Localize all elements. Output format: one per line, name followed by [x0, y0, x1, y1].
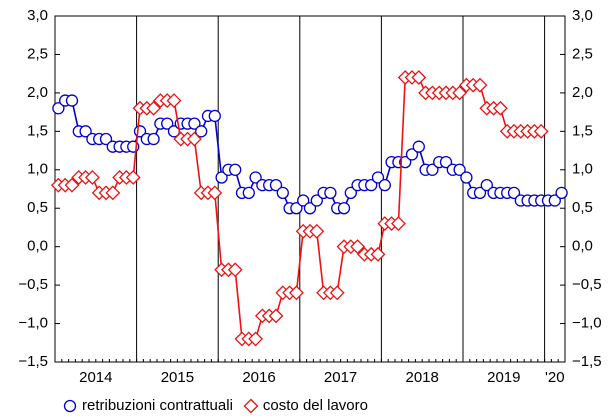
point: [64, 177, 80, 193]
y-tick-label: 2,0: [27, 84, 48, 101]
point: [460, 171, 473, 184]
point: [390, 216, 406, 232]
point: [227, 262, 243, 278]
x-tick-label: '20: [545, 369, 565, 386]
x-tick-label: 2015: [161, 369, 194, 386]
y-tick-label: −0,5: [18, 276, 48, 293]
y-tick-label: 1,5: [27, 122, 48, 139]
point: [195, 125, 208, 138]
point: [472, 77, 488, 93]
point: [370, 246, 386, 262]
y2-tick-label: −0,5: [572, 276, 602, 293]
x-tick-label: 2017: [324, 369, 357, 386]
point: [297, 194, 310, 207]
point: [52, 102, 65, 115]
point: [229, 163, 242, 176]
point: [548, 194, 561, 207]
point: [310, 194, 323, 207]
point: [309, 223, 325, 239]
point: [452, 85, 468, 101]
series-line: [57, 99, 563, 210]
point: [337, 202, 351, 215]
point: [186, 131, 202, 147]
point: [99, 132, 113, 146]
y2-tick-label: 2,5: [572, 45, 593, 62]
point: [208, 109, 221, 123]
y-tick-label: 0,0: [27, 238, 48, 255]
point: [378, 179, 391, 192]
point: [426, 163, 439, 176]
point: [453, 163, 466, 176]
y2-tick-label: 0,0: [572, 238, 593, 255]
y-tick-label: −1,5: [18, 353, 48, 370]
y2-tick-label: 3,0: [572, 7, 593, 24]
point: [371, 171, 385, 184]
y-tick-label: −1,0: [18, 315, 48, 332]
point: [146, 100, 162, 116]
point: [65, 94, 79, 107]
legend-label: retribuzioni contrattuali: [82, 397, 233, 414]
legend-marker: [243, 398, 259, 414]
point: [147, 132, 160, 146]
point: [405, 148, 419, 161]
point: [269, 179, 283, 192]
point: [268, 308, 284, 324]
y2-tick-label: 1,5: [572, 122, 593, 139]
point: [188, 117, 201, 130]
point: [439, 155, 453, 169]
y2-tick-label: 2,0: [572, 84, 593, 101]
legend-marker: [63, 399, 77, 413]
y-tick-label: 2,5: [27, 45, 48, 62]
point: [303, 202, 317, 215]
point: [242, 186, 255, 199]
point: [399, 155, 412, 169]
point: [350, 239, 366, 255]
point: [324, 186, 337, 199]
x-tick-label: 2018: [406, 369, 439, 386]
y2-tick-label: −1,0: [572, 315, 602, 332]
point: [288, 285, 304, 301]
point: [412, 140, 425, 153]
point: [207, 185, 223, 201]
point: [473, 186, 487, 199]
x-tick-label: 2016: [242, 369, 275, 386]
y-tick-label: 3,0: [27, 7, 48, 24]
y2-tick-label: 1,0: [572, 161, 593, 178]
point: [249, 171, 262, 184]
point: [507, 186, 521, 199]
series: [50, 70, 549, 347]
point: [329, 285, 345, 301]
point: [480, 179, 493, 192]
point: [79, 125, 92, 138]
point: [215, 171, 228, 184]
point: [411, 70, 427, 85]
legend-label: costo del lavoro: [263, 397, 368, 414]
x-tick-label: 2019: [487, 369, 520, 386]
point: [125, 170, 141, 185]
point: [276, 186, 289, 199]
y-tick-label: 1,0: [27, 161, 48, 178]
point: [105, 185, 121, 201]
point: [555, 186, 568, 199]
y2-tick-label: −1,5: [572, 353, 602, 370]
point: [344, 186, 357, 199]
point: [365, 179, 378, 192]
y2-tick-label: 0,5: [572, 199, 593, 216]
point: [492, 100, 508, 116]
point: [166, 93, 182, 108]
y-tick-label: 0,5: [27, 199, 48, 216]
point: [161, 117, 174, 130]
point: [533, 123, 549, 139]
point: [290, 202, 303, 215]
point: [84, 170, 100, 185]
x-tick-label: 2014: [79, 369, 112, 386]
series: [52, 94, 568, 215]
point: [248, 331, 264, 347]
